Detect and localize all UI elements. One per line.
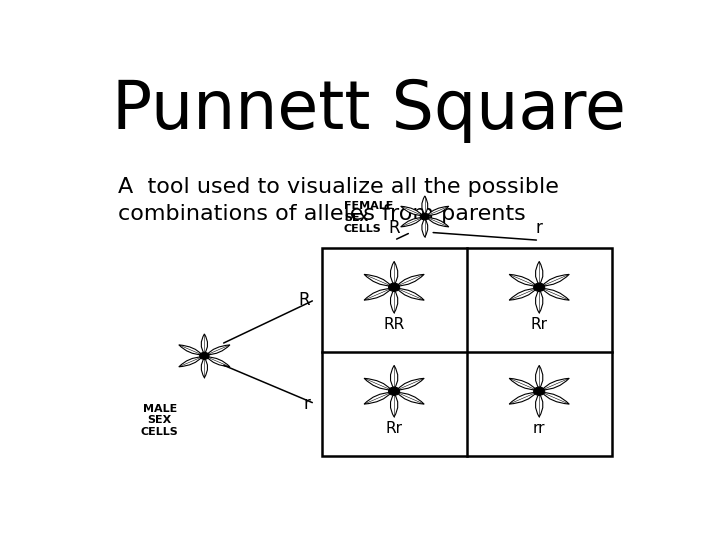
PathPatch shape <box>536 394 543 417</box>
PathPatch shape <box>542 288 569 300</box>
PathPatch shape <box>179 357 202 367</box>
Text: RR: RR <box>384 317 405 332</box>
Text: combinations of alleles from parents: combinations of alleles from parents <box>118 204 526 224</box>
PathPatch shape <box>542 274 569 286</box>
PathPatch shape <box>509 379 536 390</box>
PathPatch shape <box>542 393 569 404</box>
Text: A  tool used to visualize all the possible: A tool used to visualize all the possibl… <box>118 177 559 197</box>
PathPatch shape <box>390 366 398 389</box>
Text: rr: rr <box>533 421 546 436</box>
Circle shape <box>389 387 400 395</box>
PathPatch shape <box>427 218 449 227</box>
PathPatch shape <box>201 334 207 354</box>
Text: R: R <box>299 291 310 309</box>
PathPatch shape <box>536 366 543 389</box>
Text: r: r <box>536 219 543 238</box>
Circle shape <box>534 387 545 395</box>
PathPatch shape <box>422 219 428 237</box>
PathPatch shape <box>397 393 424 404</box>
PathPatch shape <box>427 206 449 215</box>
PathPatch shape <box>397 288 424 300</box>
PathPatch shape <box>542 379 569 390</box>
PathPatch shape <box>536 261 543 285</box>
PathPatch shape <box>390 394 398 417</box>
PathPatch shape <box>179 345 202 355</box>
PathPatch shape <box>364 288 391 300</box>
Circle shape <box>199 353 209 359</box>
PathPatch shape <box>207 345 230 355</box>
Text: r: r <box>304 395 310 413</box>
Circle shape <box>420 213 429 220</box>
PathPatch shape <box>509 274 536 286</box>
PathPatch shape <box>509 288 536 300</box>
PathPatch shape <box>422 196 428 214</box>
PathPatch shape <box>401 218 423 227</box>
Text: Rr: Rr <box>531 317 548 332</box>
PathPatch shape <box>364 393 391 404</box>
Bar <box>322 248 612 456</box>
PathPatch shape <box>390 290 398 313</box>
Text: Punnett Square: Punnett Square <box>112 77 626 143</box>
PathPatch shape <box>364 379 391 390</box>
PathPatch shape <box>401 206 423 215</box>
PathPatch shape <box>509 393 536 404</box>
PathPatch shape <box>390 261 398 285</box>
Text: MALE
SEX
CELLS: MALE SEX CELLS <box>141 404 179 437</box>
Circle shape <box>389 283 400 292</box>
PathPatch shape <box>397 274 424 286</box>
Circle shape <box>534 283 545 292</box>
Text: FEMALE
SEX
CELLS: FEMALE SEX CELLS <box>344 201 393 234</box>
PathPatch shape <box>536 290 543 313</box>
PathPatch shape <box>364 274 391 286</box>
PathPatch shape <box>201 358 207 378</box>
Text: Rr: Rr <box>386 421 402 436</box>
PathPatch shape <box>207 357 230 367</box>
PathPatch shape <box>397 379 424 390</box>
Text: R: R <box>388 219 400 238</box>
